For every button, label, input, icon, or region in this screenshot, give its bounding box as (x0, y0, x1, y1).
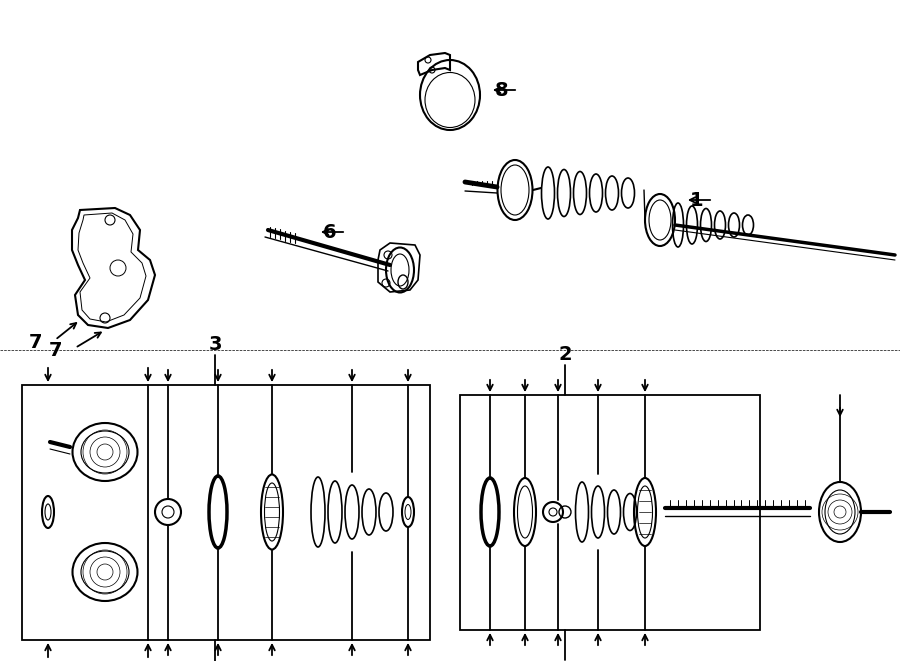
Text: 2: 2 (558, 346, 572, 364)
Bar (22, 385, 430, 640)
Text: 1: 1 (690, 190, 704, 210)
Text: 7: 7 (49, 340, 62, 360)
Bar (460, 395, 760, 630)
Text: 7: 7 (29, 332, 42, 352)
Text: 6: 6 (323, 223, 337, 241)
Text: 8: 8 (495, 81, 508, 100)
Text: 3: 3 (208, 336, 221, 354)
